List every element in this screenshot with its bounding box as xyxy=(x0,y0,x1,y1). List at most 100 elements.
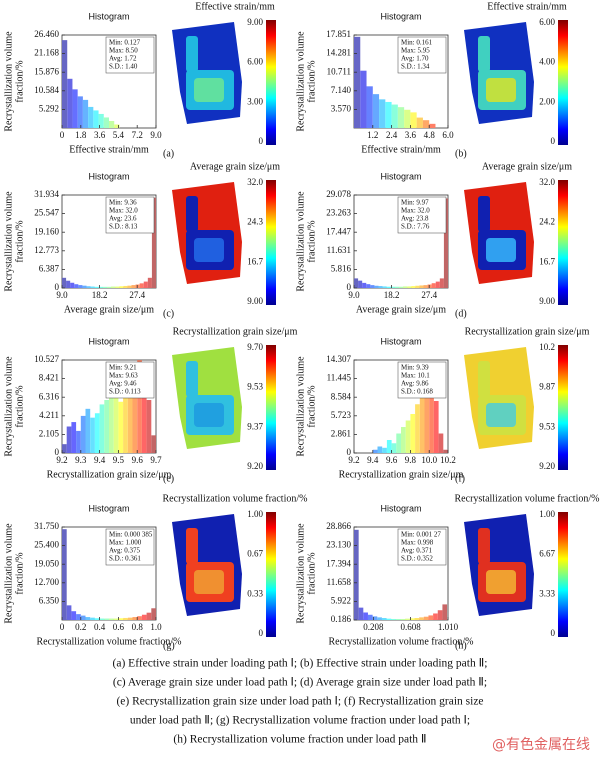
histogram-bar xyxy=(414,618,420,620)
stats-line: Min: 9.21 xyxy=(109,364,137,372)
y-tick-label: 6.316 xyxy=(39,391,60,401)
histogram-bar xyxy=(123,617,128,620)
histogram-bar xyxy=(410,413,416,453)
histogram-bar xyxy=(66,605,72,620)
histogram-bar xyxy=(419,285,424,288)
x-tick-label: 2.4 xyxy=(386,130,398,140)
colorbar-tick-label: 16.7 xyxy=(247,256,263,266)
histogram-bar xyxy=(405,420,411,453)
y-tick-label: 12.773 xyxy=(34,245,59,255)
y-tick-label: 14.281 xyxy=(326,48,351,58)
stats-line: Min: 9.36 xyxy=(109,199,137,207)
y-tick-label: 23.130 xyxy=(326,540,351,550)
x-tick-label: 0.608 xyxy=(400,622,421,632)
y-tick-label: 11.445 xyxy=(327,373,352,383)
colorbar-title: Average grain size/μm xyxy=(482,161,572,172)
contour-region xyxy=(478,361,490,397)
histogram-bar xyxy=(379,99,386,128)
x-axis-label: Recrystallization volume fraction/% xyxy=(37,636,182,647)
x-tick-label: 0.4 xyxy=(94,622,106,632)
y-tick-label: 10.711 xyxy=(327,66,351,76)
colorbar-tick-label: 9.00 xyxy=(247,17,263,27)
histogram-bar xyxy=(98,113,104,128)
x-tick-label: 0.8 xyxy=(132,622,144,632)
panel-label: (h) xyxy=(455,640,467,651)
histogram-bar xyxy=(443,198,448,288)
histogram-title: Histogram xyxy=(88,11,129,21)
stats-line: S.D.: 1.34 xyxy=(401,63,430,71)
stats-line: Avg: 9.86 xyxy=(401,380,429,388)
histogram-bar xyxy=(354,529,359,620)
y-tick-label: 8.421 xyxy=(39,373,59,383)
histogram-bar xyxy=(391,618,396,620)
x-tick-label: 0 xyxy=(60,130,65,140)
histogram-bar xyxy=(99,404,105,453)
colorbar-tick-label: 9.37 xyxy=(247,421,263,431)
histogram-bar xyxy=(433,613,438,620)
histogram-bar xyxy=(119,286,124,288)
contour-image xyxy=(464,182,534,284)
histogram-bar xyxy=(367,614,373,620)
colorbar-title: Effective strain/mm xyxy=(195,1,275,12)
histogram-bar xyxy=(80,615,86,620)
y-tick-label: 17.851 xyxy=(326,29,351,39)
histogram-bar xyxy=(390,286,395,288)
histogram-bar xyxy=(71,422,77,453)
x-tick-label: 9.5 xyxy=(113,455,125,465)
histogram-bar xyxy=(62,40,68,129)
caption-line: (h) Recrystallization volume fraction un… xyxy=(173,734,426,746)
histogram-bar xyxy=(428,615,434,620)
contour-region xyxy=(194,403,224,427)
colorbar-tick-label: 32.0 xyxy=(247,177,263,187)
colorbar-title: Recrystallization grain size/μm xyxy=(465,326,590,337)
colorbar-title: Average grain size/μm xyxy=(190,161,280,172)
colorbar-tick-label: 9.70 xyxy=(247,342,263,352)
colorbar-tick-label: 9.87 xyxy=(539,382,555,392)
histogram-bar xyxy=(90,617,95,620)
caption-line: (e) Recrystallization grain size under l… xyxy=(116,696,483,708)
histogram-bar xyxy=(127,382,133,453)
x-tick-label: 3.6 xyxy=(94,130,106,140)
x-tick-label: 7.2 xyxy=(132,130,143,140)
histogram-bar xyxy=(391,443,397,453)
stats-line: S.D.: 0.352 xyxy=(401,555,433,563)
histogram-bar xyxy=(410,112,417,128)
stats-line: Avg: 23.6 xyxy=(109,215,137,223)
histogram-bar xyxy=(76,430,81,453)
y-tick-label: 25.400 xyxy=(34,540,59,550)
histogram-bar xyxy=(141,373,147,453)
histogram-bar xyxy=(123,395,128,453)
y-tick-label: 11.631 xyxy=(327,245,351,255)
histogram-bar xyxy=(123,285,128,288)
x-axis-label: Recrystallization volume fraction/% xyxy=(329,636,474,647)
histogram-title: Histogram xyxy=(88,503,129,513)
y-tick-label: 21.168 xyxy=(34,48,59,58)
colorbar xyxy=(266,180,276,305)
y-axis-label: Recrystallization volume xyxy=(3,523,14,624)
colorbar-title: Recrystallization volume fraction/% xyxy=(163,493,308,504)
y-tick-label: 14.307 xyxy=(326,354,351,364)
histogram-bar xyxy=(363,612,368,620)
watermark: @有色金属在线 xyxy=(492,736,590,753)
histogram-bar xyxy=(438,433,444,453)
histogram-bar xyxy=(147,277,152,288)
y-axis-label: Recrystallization volume xyxy=(3,356,14,457)
colorbar-tick-label: 0 xyxy=(259,136,264,146)
histogram-bar xyxy=(77,96,83,128)
histogram-bar xyxy=(422,120,430,128)
histogram-title: Histogram xyxy=(380,336,421,346)
y-tick-label: 10.527 xyxy=(34,354,59,364)
histogram-bar xyxy=(80,415,86,453)
histogram-bar xyxy=(372,449,378,453)
histogram-bar xyxy=(443,449,448,453)
stats-line: S.D.: 0.113 xyxy=(109,388,141,396)
y-tick-label: 0 xyxy=(347,447,352,457)
histogram-bar xyxy=(67,78,73,128)
y-axis-label: Recrystallization volume xyxy=(3,31,14,132)
contour-region xyxy=(186,361,198,397)
stats-box xyxy=(105,196,155,234)
histogram-bar xyxy=(411,286,416,288)
y-tick-label: 0 xyxy=(55,282,60,292)
histogram-title: Histogram xyxy=(88,336,129,346)
y-tick-label: 26.460 xyxy=(34,29,59,39)
